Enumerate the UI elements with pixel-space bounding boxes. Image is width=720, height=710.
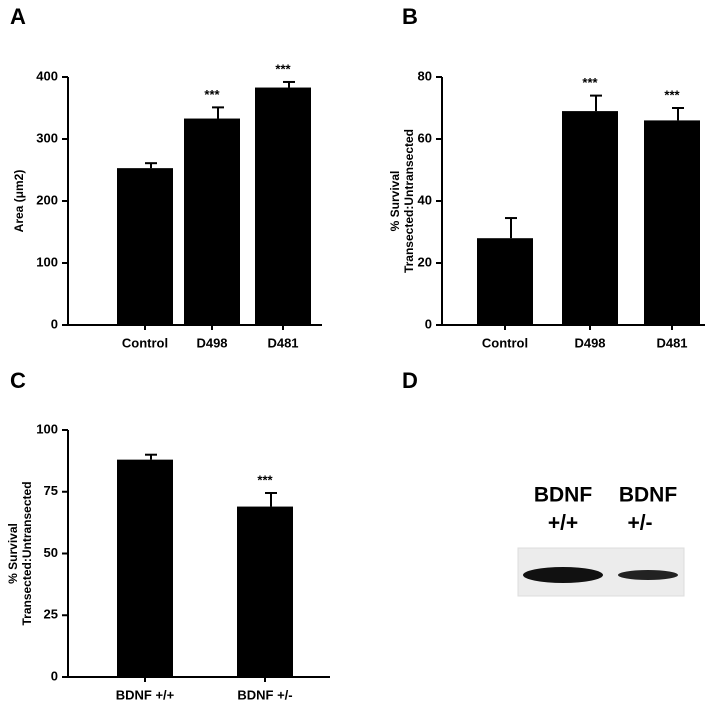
y-axis-label: Area (μm2) <box>12 170 26 233</box>
x-tick-label: BDNF +/- <box>237 687 292 702</box>
lane-genotype: +/- <box>627 512 652 535</box>
y-tick-label: 75 <box>44 483 58 498</box>
bar <box>237 506 293 677</box>
bar <box>255 87 311 325</box>
y-tick-label: 100 <box>36 421 58 436</box>
bar <box>117 168 173 325</box>
y-tick-label: 0 <box>425 316 432 331</box>
significance: *** <box>204 87 220 102</box>
y-tick-label: 100 <box>36 254 58 269</box>
lane-name: BDNF <box>534 484 592 507</box>
lane-name: BDNF <box>619 484 677 507</box>
y-tick-label: 40 <box>418 192 432 207</box>
y-tick-label: 0 <box>51 668 58 683</box>
y-tick-label: 400 <box>36 68 58 83</box>
y-tick-label: 60 <box>418 130 432 145</box>
y-axis-label: % Survival <box>388 171 402 232</box>
blot-band <box>618 570 678 580</box>
panel-label: C <box>10 368 26 393</box>
panel-label: D <box>402 368 418 393</box>
y-axis-label: Transected:Untransected <box>402 129 416 273</box>
y-tick-label: 20 <box>418 254 432 269</box>
x-tick-label: BDNF +/+ <box>116 687 175 702</box>
bar <box>644 120 700 326</box>
x-tick-label: D498 <box>574 335 605 350</box>
y-tick-label: 0 <box>51 316 58 331</box>
y-axis-label: Transected:Untransected <box>20 481 34 625</box>
blot-band <box>523 567 603 583</box>
y-tick-label: 25 <box>44 607 58 622</box>
lane-genotype: +/+ <box>548 512 578 535</box>
bar <box>184 118 240 325</box>
y-tick-label: 200 <box>36 192 58 207</box>
x-tick-label: D481 <box>656 335 687 350</box>
significance: *** <box>582 75 598 90</box>
significance: *** <box>257 472 273 487</box>
y-tick-label: 50 <box>44 545 58 560</box>
y-tick-label: 300 <box>36 130 58 145</box>
bar <box>562 111 618 325</box>
x-tick-label: D481 <box>267 335 298 350</box>
x-tick-label: D498 <box>196 335 227 350</box>
significance: *** <box>664 87 680 102</box>
y-tick-label: 80 <box>418 68 432 83</box>
x-tick-label: Control <box>122 335 168 350</box>
significance: *** <box>275 61 291 76</box>
panel-label: B <box>402 4 418 29</box>
y-axis-label: % Survival <box>6 523 20 584</box>
bar <box>117 459 173 677</box>
bar <box>477 238 533 325</box>
x-tick-label: Control <box>482 335 528 350</box>
panel-label: A <box>10 4 26 29</box>
